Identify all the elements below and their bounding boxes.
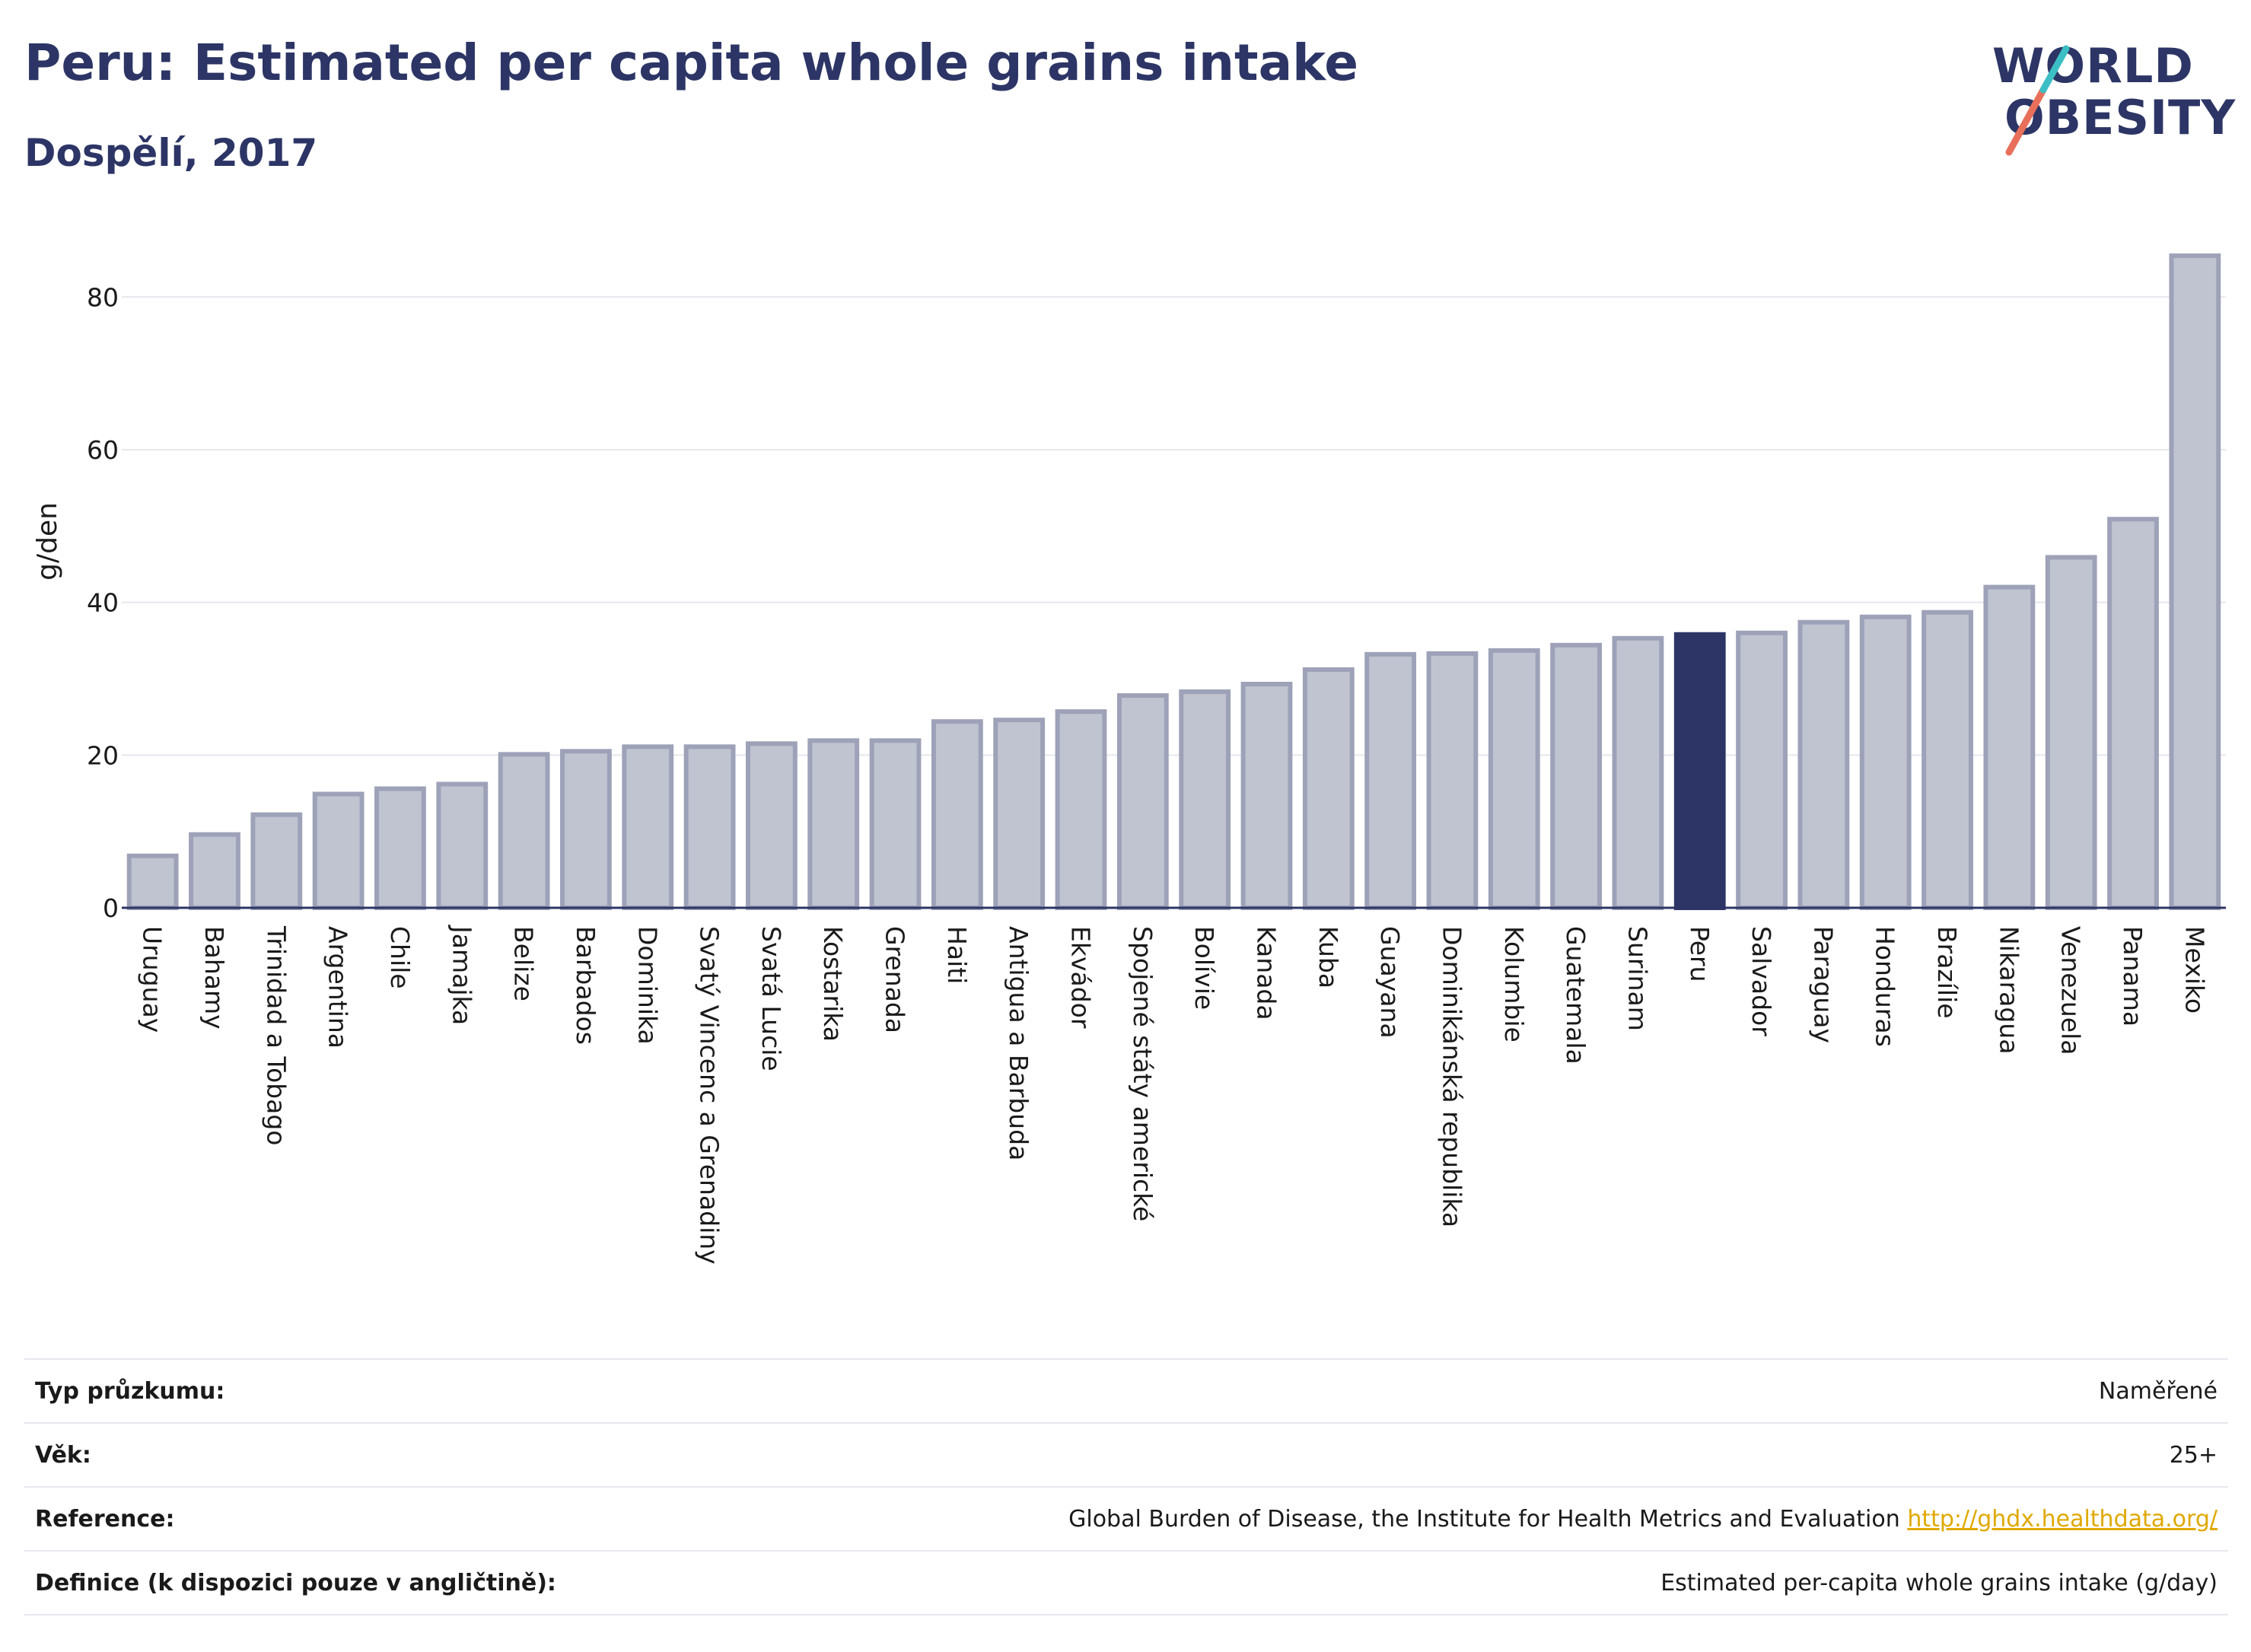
bar — [993, 718, 1046, 911]
bar — [498, 752, 550, 910]
x-tick-label: Uruguay — [138, 926, 167, 1033]
bar — [1426, 651, 1479, 910]
x-tick-label: Ekvádor — [1066, 926, 1096, 1029]
bar — [1488, 648, 1540, 910]
y-axis-ticks: 0 20 40 60 80 — [87, 282, 119, 923]
x-tick-label: Haiti — [942, 926, 972, 984]
bar-chart: 0 20 40 60 80 g/den Uruguay Bahamy Trinidad a … — [32, 253, 2226, 1265]
logo-line2: OBESITY — [2004, 90, 2237, 145]
bar — [1921, 610, 1973, 910]
x-tick-label: Spojené státy americké — [1128, 926, 1157, 1221]
x-tick-label: Mexiko — [2179, 926, 2209, 1014]
bar — [436, 781, 489, 911]
info-table: Typ průzkumu: Naměřené Věk: 25+ Referenc… — [24, 1358, 2228, 1615]
x-tick-label: Venezuela — [2056, 926, 2086, 1055]
bar — [374, 786, 426, 911]
info-value: 25+ — [722, 1422, 2228, 1488]
x-tick-label: Jamajka — [447, 925, 476, 1025]
info-key: Reference: — [24, 1486, 723, 1552]
bar — [869, 738, 922, 911]
bar — [312, 791, 365, 911]
x-tick-label: Belize — [509, 926, 539, 1001]
bar — [807, 738, 860, 911]
reference-link[interactable]: http://ghdx.healthdata.org/ — [1907, 1505, 2218, 1533]
x-tick-label: Svatá Lucie — [756, 926, 786, 1071]
info-key: Věk: — [24, 1422, 723, 1488]
x-tick-label: Dominika — [632, 926, 662, 1045]
x-tick-label: Kostarika — [818, 926, 848, 1042]
y-tick-label: 20 — [87, 740, 119, 770]
bar — [1550, 642, 1603, 910]
info-row-survey-type: Typ průzkumu: Naměřené — [24, 1358, 2228, 1424]
bar — [2169, 253, 2221, 911]
bar — [1055, 709, 1107, 910]
info-value: Naměřené — [722, 1358, 2228, 1424]
x-tick-label: Nikaragua — [1994, 926, 2023, 1054]
bar — [1364, 651, 1417, 910]
x-tick-label: Trinidad a Tobago — [261, 925, 291, 1146]
bar — [1116, 693, 1169, 910]
x-tick-label: Panama — [2118, 926, 2148, 1027]
bar — [2107, 517, 2159, 910]
x-tick-label: Grenada — [880, 926, 910, 1033]
info-value-reference: Global Burden of Disease, the Institute … — [722, 1486, 2228, 1552]
bar — [189, 832, 240, 910]
bar — [1179, 689, 1231, 910]
bar — [1240, 682, 1293, 911]
bar — [683, 744, 736, 911]
bar — [1983, 584, 2036, 910]
bar — [1302, 667, 1355, 910]
info-row-reference: Reference: Global Burden of Disease, the… — [24, 1486, 2228, 1552]
x-tick-label: Peru — [1685, 926, 1715, 982]
logo-line1: WORLD — [1992, 38, 2194, 94]
x-tick-label: Antigua a Barbuda — [1004, 926, 1033, 1160]
x-tick-label: Guayana — [1375, 926, 1405, 1039]
x-tick-label: Argentina — [323, 926, 353, 1049]
bar — [745, 741, 798, 910]
bar — [560, 749, 612, 911]
chart-subtitle: Dospělí, 2017 — [24, 131, 318, 175]
x-tick-label: Surinam — [1622, 926, 1652, 1031]
x-tick-label: Kolumbie — [1499, 926, 1529, 1042]
y-tick-label: 40 — [87, 588, 119, 618]
bar — [2045, 555, 2097, 910]
y-tick-label: 0 — [103, 893, 119, 923]
x-tick-label: Bolívie — [1189, 926, 1219, 1010]
bar — [1736, 630, 1788, 910]
bars — [126, 253, 2221, 911]
y-tick-label: 60 — [87, 435, 119, 465]
bar — [622, 744, 674, 911]
bar — [1612, 635, 1664, 910]
x-tick-label: Kanada — [1251, 926, 1281, 1020]
x-tick-label: Kuba — [1313, 926, 1343, 988]
x-axis-labels: Uruguay Bahamy Trinidad a Tobago Argentina C… — [138, 925, 2210, 1265]
x-tick-label: Bahamy — [199, 926, 229, 1030]
bar — [1797, 619, 1850, 910]
bar — [126, 853, 179, 911]
x-tick-label: Paraguay — [1808, 926, 1838, 1043]
bar-highlighted — [1673, 632, 1726, 910]
world-obesity-logo: WORLD OBESITY — [1986, 23, 2237, 160]
x-tick-label: Svatý Vincenc a Grenadiny — [695, 926, 724, 1265]
info-row-age: Věk: 25+ — [24, 1422, 2228, 1488]
y-axis-title: g/den — [32, 502, 63, 581]
info-row-definition: Definice (k dispozici pouze v angličtině… — [24, 1550, 2228, 1615]
bar — [931, 719, 983, 910]
info-key: Typ průzkumu: — [24, 1358, 723, 1424]
x-tick-label: Brazílie — [1932, 926, 1962, 1019]
bar — [250, 812, 303, 911]
x-tick-label: Honduras — [1871, 926, 1900, 1047]
logo-slash-icon — [2005, 45, 2070, 156]
info-value: Estimated per-capita whole grains intake… — [722, 1550, 2228, 1615]
x-tick-label: Barbados — [571, 926, 600, 1045]
y-tick-label: 80 — [87, 282, 119, 312]
info-key: Definice (k dispozici pouze v angličtině… — [24, 1550, 723, 1615]
x-tick-label: Guatemala — [1561, 926, 1590, 1065]
reference-text: Global Burden of Disease, the Institute … — [1068, 1505, 1900, 1533]
x-tick-label: Dominikánská republika — [1437, 926, 1466, 1227]
x-tick-label: Chile — [385, 926, 415, 989]
bar — [1859, 614, 1912, 910]
chart-title: Peru: Estimated per capita whole grains … — [24, 33, 1358, 92]
x-tick-label: Salvador — [1746, 926, 1776, 1036]
